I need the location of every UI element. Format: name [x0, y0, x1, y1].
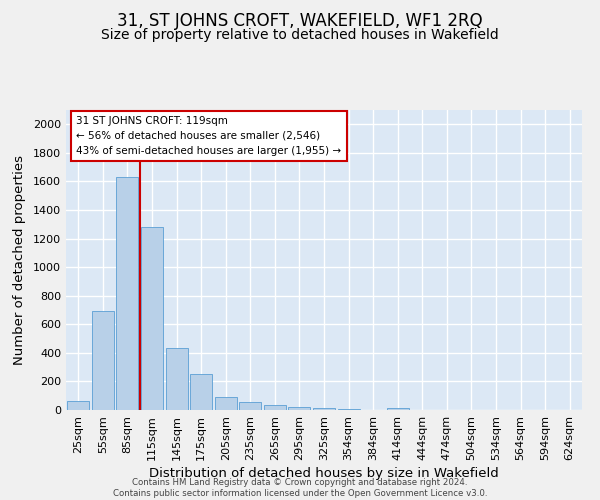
Bar — [190, 374, 212, 410]
Text: 31, ST JOHNS CROFT, WAKEFIELD, WF1 2RQ: 31, ST JOHNS CROFT, WAKEFIELD, WF1 2RQ — [117, 12, 483, 30]
Bar — [67, 400, 89, 410]
Bar — [313, 408, 335, 410]
Bar — [239, 402, 262, 410]
Text: 31 ST JOHNS CROFT: 119sqm
← 56% of detached houses are smaller (2,546)
43% of se: 31 ST JOHNS CROFT: 119sqm ← 56% of detac… — [76, 116, 341, 156]
Bar — [92, 312, 114, 410]
Y-axis label: Number of detached properties: Number of detached properties — [13, 155, 26, 365]
Bar — [116, 177, 139, 410]
Bar — [338, 408, 359, 410]
Bar — [386, 408, 409, 410]
Text: Size of property relative to detached houses in Wakefield: Size of property relative to detached ho… — [101, 28, 499, 42]
Bar — [166, 348, 188, 410]
X-axis label: Distribution of detached houses by size in Wakefield: Distribution of detached houses by size … — [149, 467, 499, 480]
Bar — [289, 407, 310, 410]
Bar — [141, 227, 163, 410]
Bar — [264, 405, 286, 410]
Bar — [215, 397, 237, 410]
Text: Contains HM Land Registry data © Crown copyright and database right 2024.
Contai: Contains HM Land Registry data © Crown c… — [113, 478, 487, 498]
